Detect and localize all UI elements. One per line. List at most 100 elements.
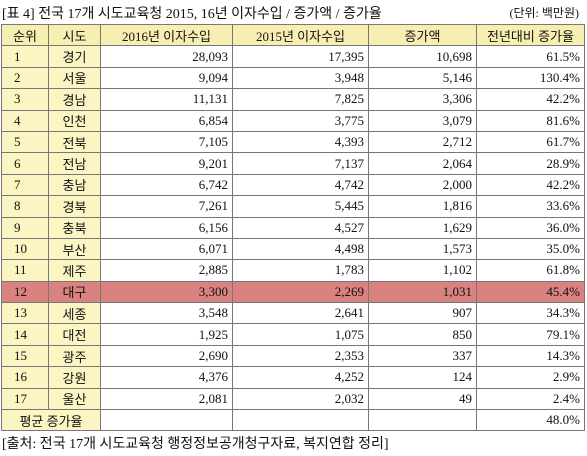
cell: 28.9% [476, 152, 585, 175]
cell: 5,146 [368, 66, 477, 90]
table-row: 9 충북 6,156 4,527 1,629 36.0% [1, 216, 585, 239]
cell: 3,300 [100, 280, 233, 304]
cell: 3,775 [232, 109, 369, 132]
cell: 2 [1, 66, 49, 90]
cell: 61.7% [476, 130, 585, 154]
cell: 13 [1, 302, 49, 325]
table-row: 1 경기 28,093 17,395 10,698 61.5% [1, 45, 585, 68]
cell: 7,105 [100, 130, 233, 154]
cell: 인천 [48, 109, 101, 132]
cell: 11,131 [100, 88, 233, 111]
cell [232, 409, 369, 432]
table-row: 3 경남 11,131 7,825 3,306 42.2% [1, 88, 585, 111]
cell: 61.5% [476, 45, 585, 68]
cell: 33.6% [476, 195, 585, 218]
cell: 49 [368, 387, 477, 411]
footer-row: 평균 증가율 48.0% [1, 409, 585, 432]
cell: 4,252 [232, 366, 369, 389]
cell: 세종 [48, 302, 101, 325]
cell: 경기 [48, 45, 101, 68]
table-row: 11 제주 2,885 1,783 1,102 61.8% [1, 259, 585, 282]
cell: 10 [1, 237, 49, 261]
footer-value: 48.0% [476, 409, 585, 432]
table-head: 순위 시도 2016년 이자수입 2015년 이자수입 증가액 전년대비 증가율 [1, 23, 585, 47]
cell: 14.3% [476, 344, 585, 368]
column-header: 증가액 [368, 23, 477, 47]
cell: 42.2% [476, 88, 585, 111]
cell: 2,081 [100, 387, 233, 411]
cell: 2,064 [368, 152, 477, 175]
cell: 1,573 [368, 237, 477, 261]
cell: 3,079 [368, 109, 477, 132]
cell: 850 [368, 323, 477, 346]
cell: 2,885 [100, 259, 233, 282]
cell: 6,742 [100, 173, 233, 197]
column-header: 전년대비 증가율 [476, 23, 585, 47]
cell: 17,395 [232, 45, 369, 68]
cell: 35.0% [476, 237, 585, 261]
table-body: 1 경기 28,093 17,395 10,698 61.5% 2 서울 9,094 3,948 5… [1, 45, 585, 411]
cell: 울산 [48, 387, 101, 411]
cell: 전남 [48, 152, 101, 175]
cell: 광주 [48, 344, 101, 368]
cell: 2,641 [232, 302, 369, 325]
cell: 42.2% [476, 173, 585, 197]
cell: 대구 [48, 280, 101, 304]
cell: 6,854 [100, 109, 233, 132]
table-row: 12 대구 3,300 2,269 1,031 45.4% [1, 280, 585, 304]
header-row: 순위 시도 2016년 이자수입 2015년 이자수입 증가액 전년대비 증가율 [1, 23, 585, 47]
cell: 1,783 [232, 259, 369, 282]
cell: 5 [1, 130, 49, 154]
table-title: [표 4] 전국 17개 시도교육청 2015, 16년 이자수입 / 증가액 … [2, 7, 382, 22]
cell: 경남 [48, 88, 101, 111]
cell: 7,825 [232, 88, 369, 111]
table-row: 15 광주 2,690 2,353 337 14.3% [1, 344, 585, 368]
cell: 2,000 [368, 173, 477, 197]
cell: 6 [1, 152, 49, 175]
cell: 1,816 [368, 195, 477, 218]
table-row: 10 부산 6,071 4,498 1,573 35.0% [1, 237, 585, 261]
cell: 6,071 [100, 237, 233, 261]
table-row: 5 전북 7,105 4,393 2,712 61.7% [1, 130, 585, 154]
cell: 81.6% [476, 109, 585, 132]
column-header: 순위 [1, 23, 49, 47]
cell: 28,093 [100, 45, 233, 68]
cell: 34.3% [476, 302, 585, 325]
cell: 1,629 [368, 216, 477, 239]
cell: 2,690 [100, 344, 233, 368]
cell: 경북 [48, 195, 101, 218]
cell: 5,445 [232, 195, 369, 218]
table-row: 6 전남 9,201 7,137 2,064 28.9% [1, 152, 585, 175]
table-row: 16 강원 4,376 4,252 124 2.9% [1, 366, 585, 389]
cell: 충남 [48, 173, 101, 197]
table-row: 8 경북 7,261 5,445 1,816 33.6% [1, 195, 585, 218]
cell: 15 [1, 344, 49, 368]
source-note: [출처: 전국 17개 시도교육청 행정정보공개청구자료, 복지연합 정리] [2, 437, 389, 452]
cell: 7 [1, 173, 49, 197]
cell: 대전 [48, 323, 101, 346]
cell: 강원 [48, 366, 101, 389]
cell: 337 [368, 344, 477, 368]
cell: 6,156 [100, 216, 233, 239]
cell: 16 [1, 366, 49, 389]
cell: 3 [1, 88, 49, 111]
table-row: 4 인천 6,854 3,775 3,079 81.6% [1, 109, 585, 132]
cell: 17 [1, 387, 49, 411]
cell: 2,712 [368, 130, 477, 154]
cell: 3,948 [232, 66, 369, 90]
cell: 4,742 [232, 173, 369, 197]
cell: 7,261 [100, 195, 233, 218]
table-row: 13 세종 3,548 2,641 907 34.3% [1, 302, 585, 325]
cell: 11 [1, 259, 49, 282]
cell: 2,269 [232, 280, 369, 304]
cell: 4 [1, 109, 49, 132]
cell: 9 [1, 216, 49, 239]
cell: 충북 [48, 216, 101, 239]
cell: 3,548 [100, 302, 233, 325]
unit-note: (단위: 백만원) [509, 6, 579, 20]
column-header: 시도 [48, 23, 101, 47]
cell: 12 [1, 280, 49, 304]
cell: 1,925 [100, 323, 233, 346]
cell: 4,376 [100, 366, 233, 389]
